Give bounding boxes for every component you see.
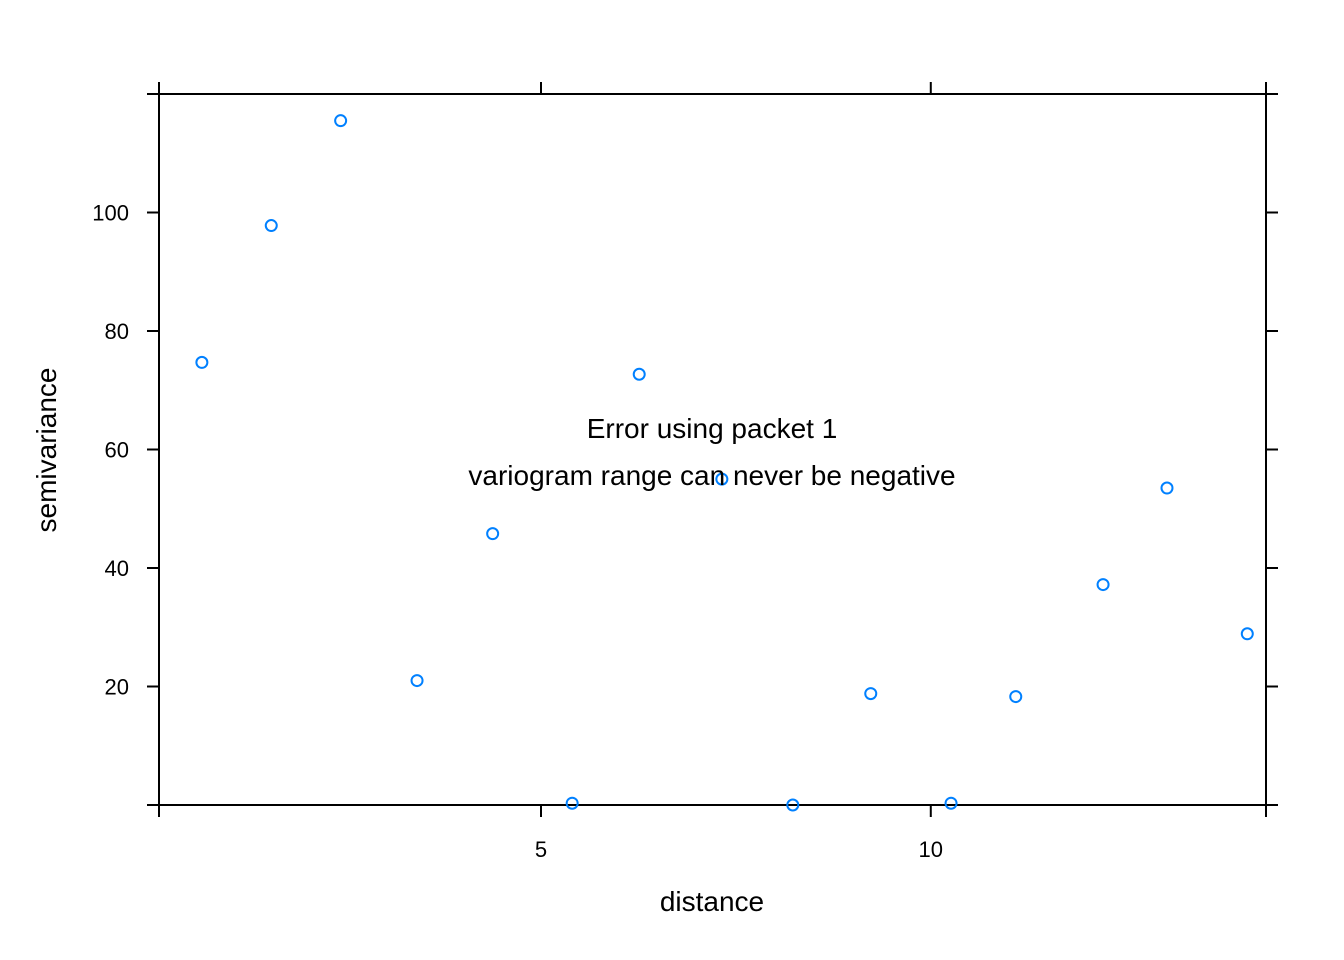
data-point <box>334 114 348 128</box>
data-point <box>1096 578 1110 592</box>
data-point <box>1160 481 1174 495</box>
data-point <box>486 527 500 541</box>
data-point <box>786 798 800 812</box>
data-point <box>565 796 579 810</box>
y-axis-label: semivariance <box>31 368 62 533</box>
error-message-line-1: Error using packet 1 <box>587 413 838 444</box>
data-points <box>195 114 1254 812</box>
y-tick-label: 60 <box>105 438 129 463</box>
data-point <box>944 796 958 810</box>
tick-labels: 5 10 20 40 60 80 100 <box>92 201 943 863</box>
x-tick-label: 10 <box>919 837 943 862</box>
data-point <box>715 472 729 486</box>
data-point <box>410 674 424 688</box>
data-point <box>864 687 878 701</box>
data-point <box>632 367 646 381</box>
x-tick-label: 5 <box>535 837 547 862</box>
y-tick-label: 20 <box>105 675 129 700</box>
y-tick-label: 80 <box>105 319 129 344</box>
error-message-line-2: variogram range can never be negative <box>468 460 955 491</box>
data-point <box>1240 627 1254 641</box>
x-axis-label: distance <box>660 886 764 917</box>
y-tick-label: 40 <box>105 556 129 581</box>
axis-ticks <box>147 82 1278 817</box>
data-point <box>1009 690 1023 704</box>
y-tick-label: 100 <box>92 201 129 226</box>
data-point <box>195 355 209 369</box>
data-point <box>264 219 278 233</box>
